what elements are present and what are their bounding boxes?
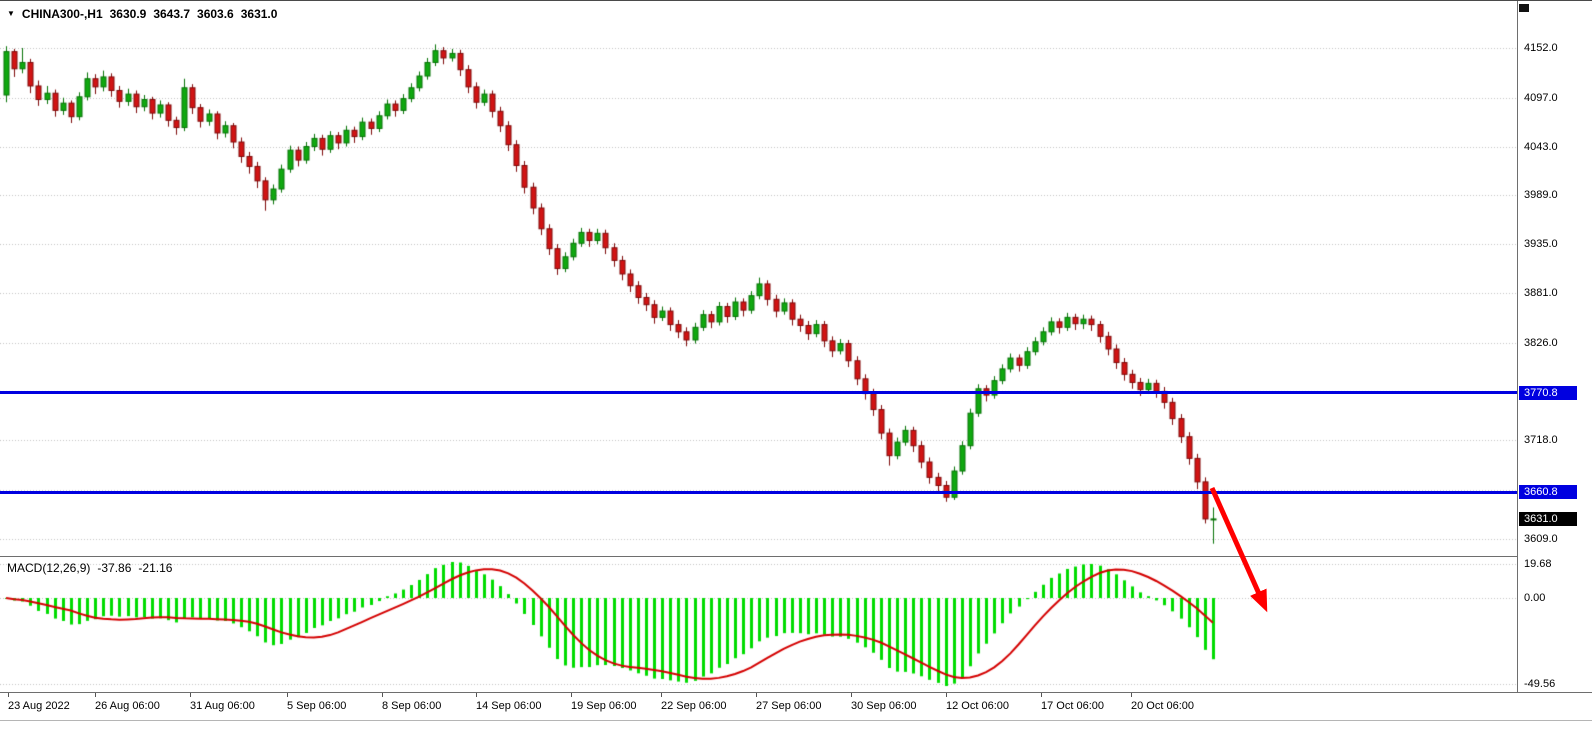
price-axis-label: 3826.0 [1524, 336, 1558, 349]
macd-signal-value: -21.16 [138, 561, 173, 575]
price-axis-label: 3609.0 [1524, 532, 1558, 545]
time-axis-label: 5 Sep 06:00 [287, 700, 347, 712]
macd-axis-label: 0.00 [1524, 592, 1546, 604]
symbol-period-label: CHINA300-,H1 [21, 7, 103, 21]
price-chart-canvas[interactable] [0, 1, 1517, 718]
price-axis-label: 4043.0 [1524, 140, 1558, 153]
horizontal-line-upper-3770[interactable] [0, 391, 1517, 395]
time-axis-label: 31 Aug 06:00 [190, 700, 255, 712]
time-axis-tick [190, 693, 191, 697]
pane-divider[interactable] [0, 556, 1592, 557]
time-axis-tick [946, 693, 947, 697]
time-axis-tick [287, 693, 288, 697]
price-axis-label: 3935.0 [1524, 238, 1558, 251]
time-axis-tick [571, 693, 572, 697]
macd-main-value: -37.86 [97, 561, 132, 575]
price-tag-3770.8: 3770.8 [1519, 385, 1577, 400]
time-axis-label: 22 Sep 06:00 [661, 700, 727, 712]
time-axis-tick [1131, 693, 1132, 697]
time-axis-tick [8, 693, 9, 697]
time-axis-tick [95, 693, 96, 697]
price-tag-3660.8: 3660.8 [1519, 485, 1577, 499]
time-axis-label: 20 Oct 06:00 [1131, 700, 1194, 712]
open-value: 3630.9 [109, 7, 147, 21]
macd-indicator-label: MACD(12,26,9) -37.86 -21.16 [7, 561, 172, 575]
time-axis-label: 26 Aug 06:00 [95, 700, 160, 712]
window-bottom-edge [0, 720, 1592, 721]
time-axis-label: 12 Oct 06:00 [946, 700, 1009, 712]
symbol-dropdown-icon[interactable]: ▼ [7, 9, 15, 18]
time-axis-label: 27 Sep 06:00 [756, 700, 822, 712]
close-value: 3631.0 [240, 7, 278, 21]
price-axis-label: 3989.0 [1524, 189, 1558, 202]
macd-name: MACD(12,26,9) [7, 561, 91, 575]
price-axis[interactable]: 4152.0 4097.0 4043.0 3989.0 3935.0 3881.0 3826… [1517, 1, 1592, 718]
time-axis-tick [851, 693, 852, 697]
time-axis-label: 19 Sep 06:00 [571, 700, 637, 712]
time-axis-tick [661, 693, 662, 697]
low-value: 3603.6 [197, 7, 234, 21]
time-axis-tick [476, 693, 477, 697]
time-axis-tick [1041, 693, 1042, 697]
horizontal-line-lower-3660[interactable] [0, 490, 1517, 494]
price-axis-label: 3718.0 [1524, 434, 1558, 447]
macd-axis-label: 19.68 [1524, 558, 1552, 570]
time-axis[interactable]: 23 Aug 2022 26 Aug 06:00 31 Aug 06:00 5 Sep… [0, 692, 1592, 730]
price-tag-3631.0: 3631.0 [1519, 511, 1577, 526]
axis-corner-marker [1519, 4, 1529, 12]
price-axis-label: 3881.0 [1524, 286, 1558, 299]
time-axis-tick [382, 693, 383, 697]
time-axis-label: 8 Sep 06:00 [382, 700, 442, 712]
macd-axis-label: -49.56 [1524, 678, 1556, 690]
price-axis-label: 4152.0 [1524, 42, 1558, 54]
time-axis-label: 23 Aug 2022 [8, 700, 70, 712]
time-axis-tick [756, 693, 757, 697]
high-value: 3643.7 [153, 7, 191, 21]
time-axis-label: 17 Oct 06:00 [1041, 700, 1104, 712]
time-axis-label: 14 Sep 06:00 [476, 700, 542, 712]
time-axis-label: 30 Sep 06:00 [851, 700, 917, 712]
chart-ohlc-header: ▼ CHINA300-,H1 3630.9 3643.7 3603.6 3631… [7, 7, 277, 21]
price-axis-label: 4097.0 [1524, 91, 1558, 104]
